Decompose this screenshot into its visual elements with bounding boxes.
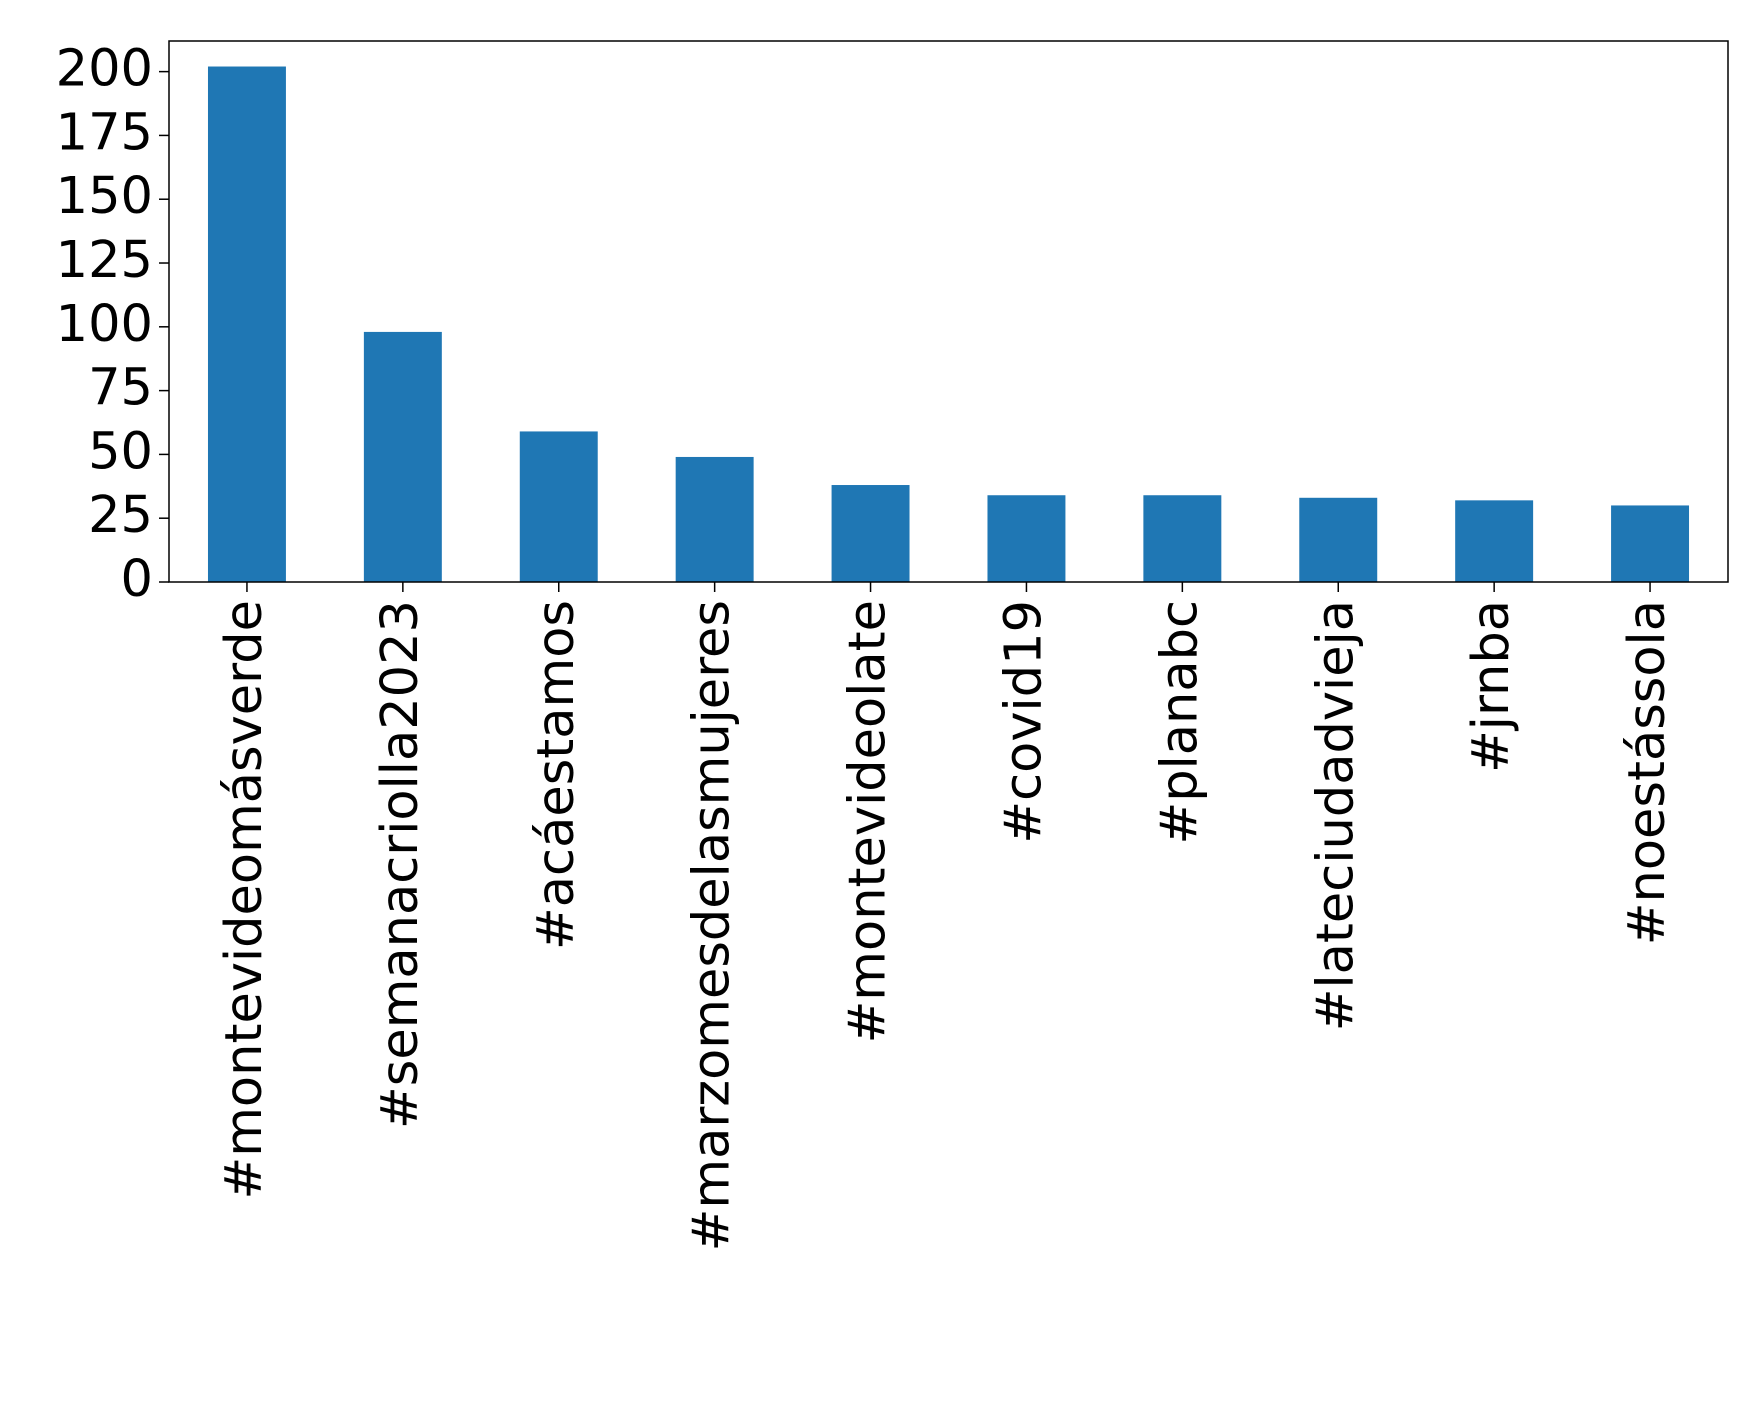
y-tick-label: 175 bbox=[56, 103, 153, 162]
y-tick-label: 150 bbox=[56, 167, 153, 226]
x-tick-label: #montevideolate bbox=[839, 600, 898, 1043]
bar bbox=[207, 66, 286, 583]
x-tick-label: #planabc bbox=[1150, 600, 1209, 845]
y-tick-label: 75 bbox=[88, 359, 153, 418]
bar bbox=[1143, 495, 1222, 582]
bar bbox=[363, 331, 442, 582]
x-tick-label: #marzomesdelasmujeres bbox=[683, 600, 742, 1251]
plot-frame bbox=[168, 40, 1729, 583]
bar bbox=[675, 456, 754, 582]
y-tick-label: 50 bbox=[88, 422, 153, 481]
y-tick-label: 100 bbox=[56, 295, 153, 354]
bar bbox=[831, 485, 910, 582]
y-tick-label: 0 bbox=[121, 550, 153, 609]
x-tick-label: #lateciudadvieja bbox=[1306, 600, 1365, 1031]
x-tick-label: #noestássola bbox=[1618, 600, 1677, 945]
bar bbox=[1455, 500, 1534, 582]
y-tick-label: 25 bbox=[88, 486, 153, 545]
x-tick-label: #semanacriolla2023 bbox=[371, 600, 430, 1129]
y-tick-label: 200 bbox=[56, 40, 153, 99]
bar bbox=[987, 495, 1066, 582]
x-tick-label: #montevideomásverde bbox=[215, 600, 274, 1200]
x-tick-label: #covid19 bbox=[994, 600, 1053, 844]
bar bbox=[1299, 497, 1378, 582]
x-tick-label: #jrnba bbox=[1462, 600, 1521, 773]
x-tick-label: #acáestamos bbox=[527, 600, 586, 950]
bar bbox=[519, 431, 598, 582]
bar bbox=[1611, 505, 1690, 582]
y-tick-label: 125 bbox=[56, 231, 153, 290]
